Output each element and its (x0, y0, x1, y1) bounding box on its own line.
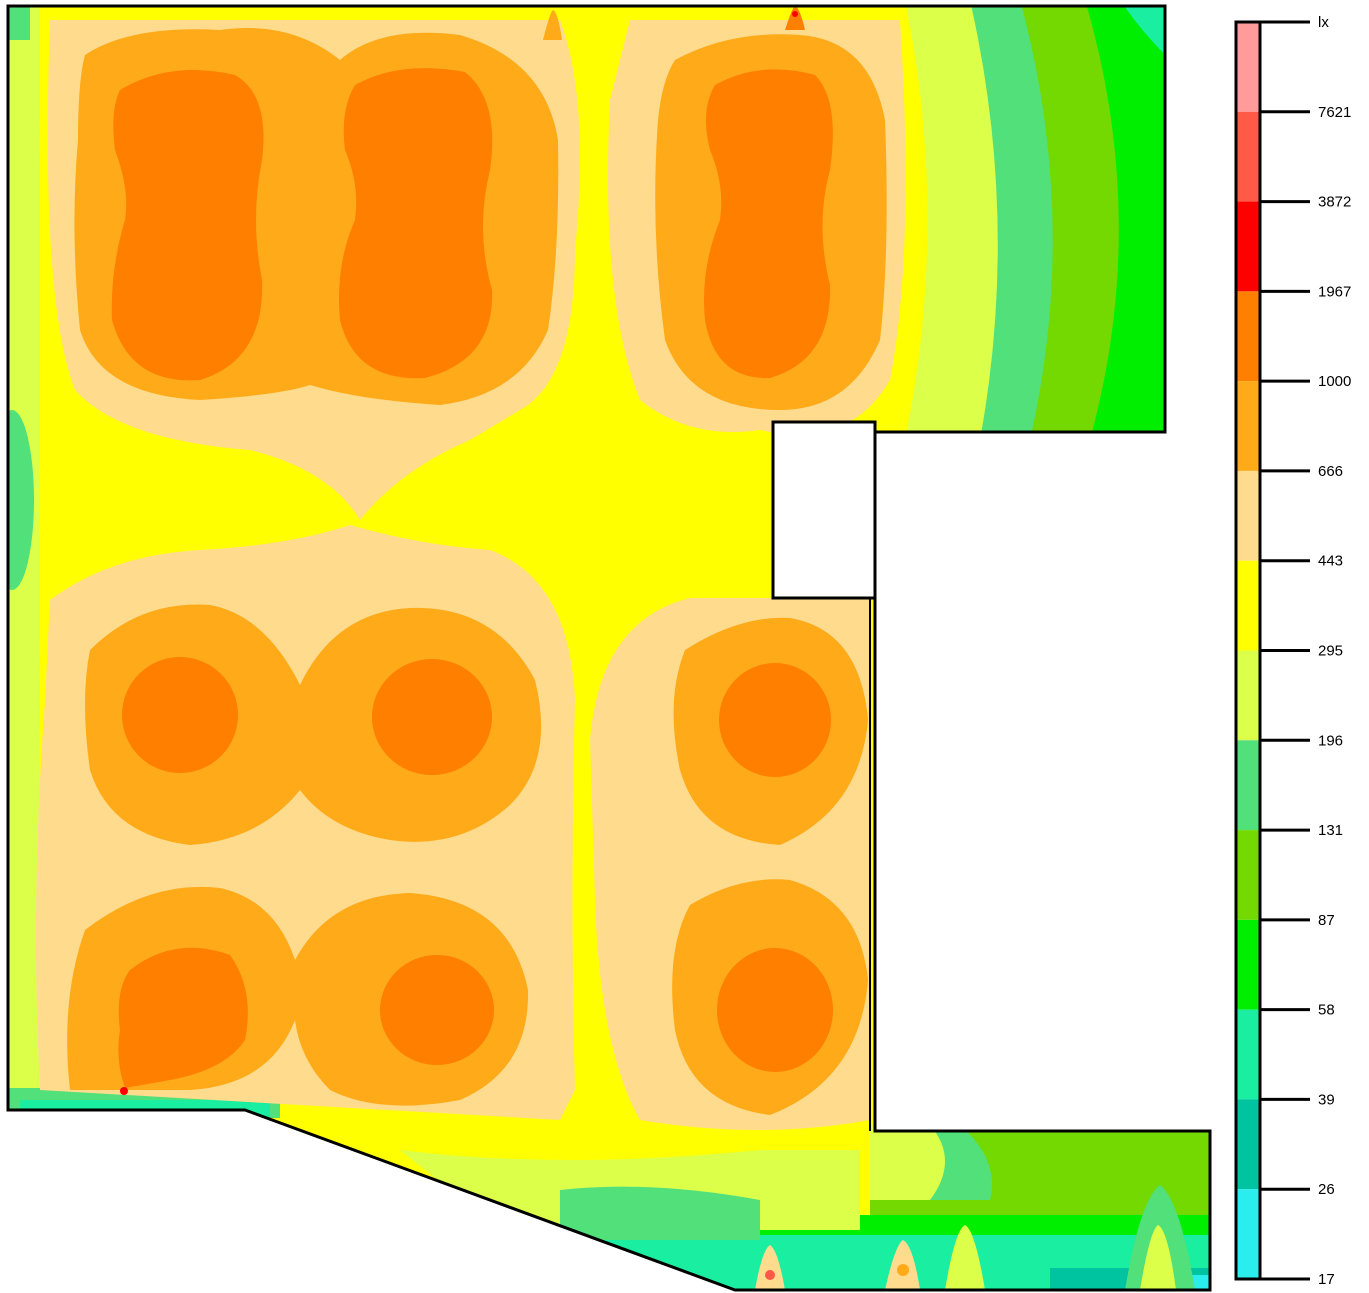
hotspot-top-b-core (792, 11, 798, 17)
legend-tick-label: 196 (1318, 732, 1343, 749)
hotspot-top-b (785, 6, 805, 30)
spot-d-443 (755, 1245, 785, 1290)
core-upper-right (704, 69, 833, 379)
contour-field (8, 6, 1210, 1290)
legend-band (1236, 22, 1260, 112)
legend-tick-label: 666 (1318, 463, 1343, 480)
core-middle-right (719, 663, 831, 777)
legend-tick-label: 1000 (1318, 373, 1351, 390)
spot-a-196 (1140, 1225, 1176, 1290)
core-middle-center (372, 659, 492, 775)
core-lower-right (717, 948, 833, 1072)
spot-b-196 (945, 1225, 985, 1290)
core-upper-middle (339, 68, 493, 379)
band-corner-tl (8, 6, 30, 40)
legend-band (1236, 381, 1260, 471)
legend-band (1236, 560, 1260, 651)
hotspot-top-a (543, 10, 562, 40)
band-right-58 (1085, 6, 1170, 440)
hotspot-left-core (120, 1087, 128, 1095)
legend-band (1236, 470, 1260, 561)
legend-tick-label: 87 (1318, 912, 1335, 929)
spot-d-core (765, 1270, 775, 1280)
legend-tick-label: 443 (1318, 553, 1343, 570)
spot-c-core (897, 1264, 909, 1276)
core-lower-center (380, 955, 494, 1065)
core-upper-left (111, 70, 264, 381)
legend-band (1236, 111, 1260, 202)
legend-band (1236, 919, 1260, 1010)
lower-131 (560, 1186, 760, 1240)
legend-tick-label: 58 (1318, 1002, 1335, 1019)
legend-band (1236, 650, 1260, 741)
core-middle-left (122, 657, 238, 773)
legend-tick-label: lx (1318, 14, 1329, 31)
legend: lx 7621 3872 1967 1000 666 443 295 196 131 87 58 39 2… (1234, 14, 1351, 1288)
legend-tick-label: 39 (1318, 1091, 1335, 1108)
legend-band (1236, 291, 1260, 382)
legend-band (1236, 1009, 1260, 1100)
band-right-39 (1120, 6, 1170, 60)
legend-band (1236, 1099, 1260, 1190)
legend-tick-label: 17 (1318, 1271, 1335, 1288)
legend-tick-label: 295 (1318, 643, 1343, 660)
legend-tick-label: 26 (1318, 1181, 1335, 1198)
legend-band (1236, 201, 1260, 292)
room-outline (6, 4, 1212, 1292)
band-left-spot (8, 410, 34, 590)
core-lower-left (118, 947, 248, 1088)
legend-tick-label: 3872 (1318, 194, 1351, 211)
pillar (771, 420, 877, 600)
legend-band (1236, 830, 1260, 920)
legend-band (1236, 740, 1260, 831)
legend-band (1236, 1189, 1260, 1279)
legend-tick-label: 131 (1318, 822, 1343, 839)
legend-tick-label: 1967 (1318, 283, 1351, 300)
legend-tick-label: 7621 (1318, 104, 1351, 121)
annex-196 (870, 1125, 945, 1200)
